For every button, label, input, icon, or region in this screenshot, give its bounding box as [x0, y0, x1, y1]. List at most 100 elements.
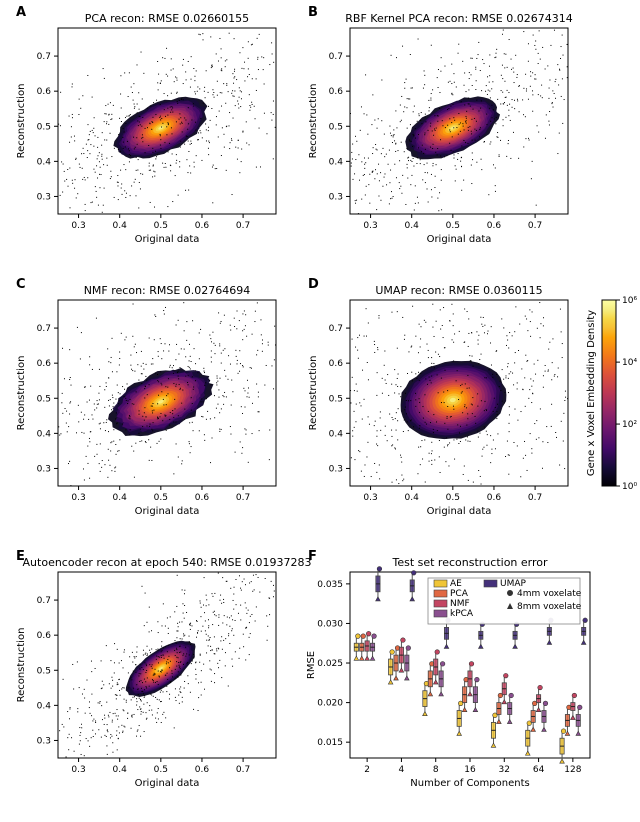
xtick-label: 0.4	[113, 493, 128, 503]
ylabel: Reconstruction	[16, 628, 27, 703]
legend-label: AE	[450, 579, 462, 589]
marker-circle	[475, 677, 480, 682]
marker-circle	[509, 693, 514, 698]
marker-circle	[401, 638, 406, 643]
xtick-label: 0.3	[363, 221, 377, 231]
marker-triangle	[354, 656, 359, 660]
panel-letter: F	[308, 549, 317, 564]
marker-triangle	[468, 692, 473, 696]
ylabel: Reconstruction	[308, 84, 319, 159]
xtick-label: 0.5	[154, 765, 168, 775]
ytick-label: 0.3	[37, 464, 51, 474]
legend-marker-label: 4mm voxelate	[517, 589, 582, 599]
cbar-tick: 10⁴	[622, 358, 637, 368]
legend-swatch	[434, 600, 447, 607]
marker-circle	[406, 646, 411, 651]
xtick-label: 64	[533, 765, 545, 775]
marker-triangle	[388, 680, 393, 684]
ytick-label: 0.7	[329, 52, 343, 62]
marker-circle	[377, 567, 382, 572]
panel-letter: D	[308, 277, 319, 292]
xtick-label: 32	[499, 765, 510, 775]
xtick-label: 0.4	[405, 493, 420, 503]
xtick-label: 0.5	[154, 221, 168, 231]
cbar-label: Gene x Voxel Embedding Density	[586, 310, 597, 476]
marker-triangle	[376, 597, 381, 601]
marker-triangle	[581, 640, 586, 644]
panel-title: Test set reconstruction error	[391, 556, 548, 569]
panel-letter: A	[16, 5, 26, 20]
panel-title: NMF recon: RMSE 0.02764694	[84, 284, 251, 297]
panel-A: APCA recon: RMSE 0.026601550.30.40.50.60…	[16, 5, 276, 245]
marker-triangle	[513, 644, 518, 648]
ytick-label: 0.7	[329, 324, 343, 334]
xtick-label: 0.7	[236, 765, 250, 775]
panel-letter: B	[308, 5, 318, 20]
marker-triangle	[394, 676, 399, 680]
cbar-tick: 10⁶	[622, 296, 637, 306]
marker-triangle	[399, 668, 404, 672]
panel-B: BRBF Kernel PCA recon: RMSE 0.026743140.…	[308, 5, 573, 245]
marker-triangle	[428, 692, 433, 696]
xtick-label: 0.3	[71, 221, 85, 231]
ytick-label: 0.5	[37, 122, 51, 132]
ytick-label: 0.025	[317, 659, 343, 669]
xlabel: Original data	[427, 234, 492, 245]
xtick-label: 0.6	[195, 221, 210, 231]
marker-triangle	[571, 715, 576, 719]
legend-label: kPCA	[450, 609, 474, 619]
xtick-label: 16	[464, 765, 476, 775]
marker-triangle	[502, 700, 507, 704]
marker-circle	[538, 685, 543, 690]
marker-triangle	[479, 644, 484, 648]
marker-triangle	[433, 680, 438, 684]
ytick-label: 0.3	[37, 192, 51, 202]
ytick-label: 0.4	[329, 429, 344, 439]
ytick-label: 0.3	[329, 464, 343, 474]
marker-circle	[356, 634, 361, 639]
colorbar: 10⁰10²10⁴10⁶Gene x Voxel Embedding Densi…	[586, 296, 637, 492]
panel-D: D UMAP recon: RMSE 0.0360115 0.3 0.4 0.5 0.6 0…	[308, 277, 568, 517]
marker-triangle	[410, 597, 415, 601]
xtick-label: 0.5	[446, 493, 460, 503]
marker-triangle	[547, 640, 552, 644]
marker-triangle	[497, 719, 502, 723]
legend-swatch	[434, 610, 447, 617]
xlabel: Original data	[427, 506, 492, 517]
figure-root: APCA recon: RMSE 0.026601550.30.40.50.60…	[0, 0, 640, 822]
xtick-label: 0.4	[113, 765, 128, 775]
ytick-label: 0.020	[317, 699, 343, 709]
legend: AEPCANMFkPCAUMAP4mm voxelate8mm voxelate	[428, 578, 582, 624]
marker-circle	[577, 705, 582, 710]
xtick-label: 0.6	[487, 493, 502, 503]
xtick-label: 0.7	[528, 493, 542, 503]
marker-circle	[469, 662, 474, 667]
xlabel: Original data	[135, 778, 200, 789]
marker-triangle	[359, 656, 364, 660]
ytick-label: 0.6	[37, 87, 52, 97]
marker-triangle	[444, 644, 449, 648]
legend-marker-label: 8mm voxelate	[517, 602, 582, 612]
xtick-label: 0.6	[487, 221, 502, 231]
xtick-label: 4	[399, 765, 405, 775]
xtick-label: 0.7	[236, 221, 250, 231]
marker-circle	[503, 673, 508, 678]
xlabel: Number of Components	[410, 778, 529, 789]
marker-triangle	[542, 727, 547, 731]
ytick-label: 0.6	[37, 631, 52, 641]
marker-triangle	[507, 719, 512, 723]
ytick-label: 0.7	[37, 324, 51, 334]
panel-title: UMAP recon: RMSE 0.0360115	[375, 284, 542, 297]
ylabel: Reconstruction	[16, 356, 27, 431]
ytick-label: 0.4	[37, 429, 52, 439]
panel-E: EAutoencoder recon at epoch 540: RMSE 0.…	[16, 549, 311, 789]
marker-circle	[390, 650, 395, 655]
xtick-label: 0.7	[236, 493, 250, 503]
marker-circle	[583, 618, 588, 623]
marker-circle	[543, 701, 548, 706]
panel-title: Autoencoder recon at epoch 540: RMSE 0.0…	[23, 556, 312, 569]
ylabel: RMSE	[306, 651, 317, 679]
xtick-label: 0.6	[195, 493, 210, 503]
ytick-label: 0.5	[329, 122, 343, 132]
marker-circle	[372, 634, 377, 639]
